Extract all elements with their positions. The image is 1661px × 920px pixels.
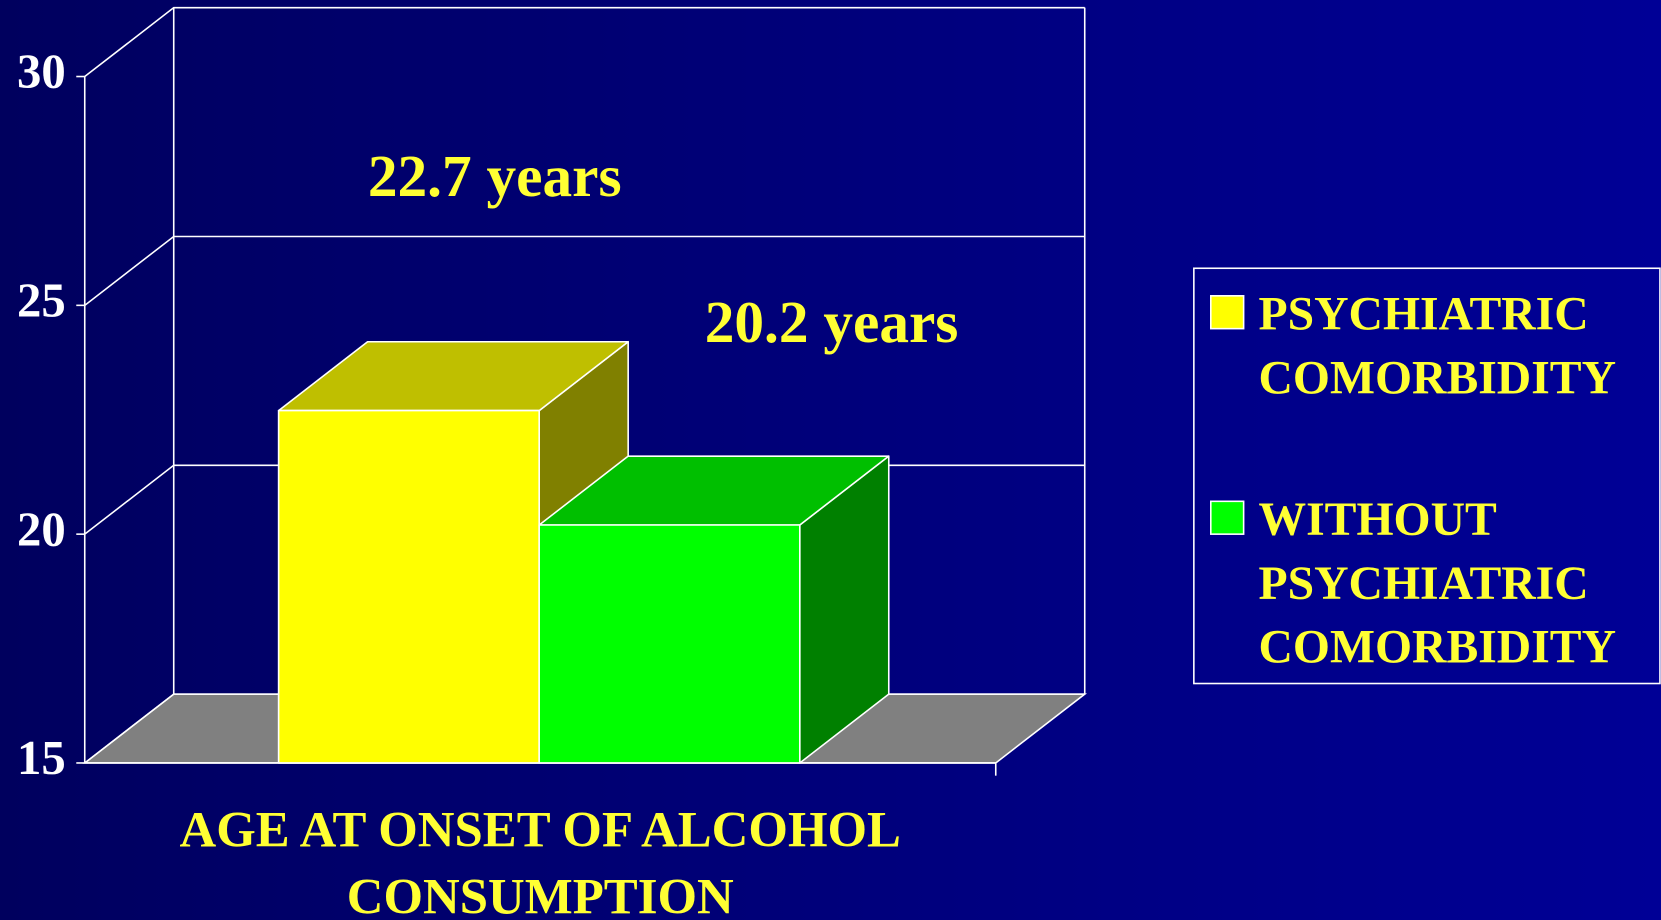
x-category-label: AGE AT ONSET OF ALCOHOL CONSUMPTION — [179, 802, 901, 920]
legend-label: PSYCHIATRIC COMORBIDITY — [1258, 287, 1617, 404]
y-tick-label: 30 — [17, 45, 66, 99]
legend-label-box: WITHOUT PSYCHIATRIC COMORBIDITY — [1258, 492, 1617, 673]
bar — [538, 524, 801, 764]
value-label: 20.2 years — [705, 289, 959, 355]
grid-line — [84, 235, 1085, 306]
y-tick-label: 15 — [17, 731, 66, 785]
grid-line — [84, 6, 1085, 78]
x-category-label-box: AGE AT ONSET OF ALCOHOL CONSUMPTION — [179, 802, 901, 920]
y-tick-label: 25 — [17, 274, 66, 328]
bar — [277, 409, 540, 764]
legend-box — [1193, 267, 1661, 685]
legend-label: WITHOUT PSYCHIATRIC COMORBIDITY — [1258, 492, 1617, 673]
legend-swatch — [1209, 500, 1245, 535]
legend-label-box: PSYCHIATRIC COMORBIDITY — [1258, 287, 1617, 404]
y-tick-label: 20 — [17, 502, 66, 556]
value-label: 22.7 years — [368, 143, 622, 209]
legend-swatch — [1209, 295, 1245, 330]
